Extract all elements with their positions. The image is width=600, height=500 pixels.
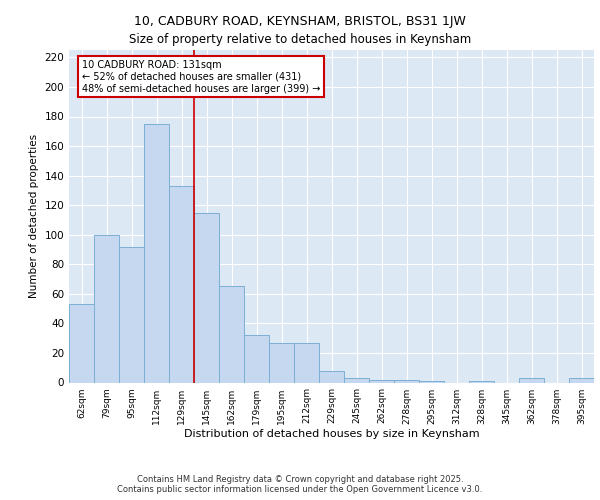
Bar [294,342,319,382]
Bar [119,246,144,382]
Bar [94,234,119,382]
Text: Contains HM Land Registry data © Crown copyright and database right 2025.
Contai: Contains HM Land Registry data © Crown c… [118,474,482,494]
Bar [369,380,394,382]
Bar [244,335,269,382]
Bar [469,381,494,382]
Text: 10, CADBURY ROAD, KEYNSHAM, BRISTOL, BS31 1JW: 10, CADBURY ROAD, KEYNSHAM, BRISTOL, BS3… [134,15,466,28]
Bar [219,286,244,382]
Bar [69,304,94,382]
Bar [269,342,294,382]
Bar [394,380,419,382]
Bar [194,212,219,382]
Bar [519,378,544,382]
Bar [144,124,169,382]
Bar [319,370,344,382]
Bar [419,381,444,382]
Text: 10 CADBURY ROAD: 131sqm
← 52% of detached houses are smaller (431)
48% of semi-d: 10 CADBURY ROAD: 131sqm ← 52% of detache… [82,60,320,94]
Bar [169,186,194,382]
Text: Size of property relative to detached houses in Keynsham: Size of property relative to detached ho… [129,32,471,46]
Y-axis label: Number of detached properties: Number of detached properties [29,134,39,298]
Bar [569,378,594,382]
X-axis label: Distribution of detached houses by size in Keynsham: Distribution of detached houses by size … [184,430,479,440]
Bar [344,378,369,382]
